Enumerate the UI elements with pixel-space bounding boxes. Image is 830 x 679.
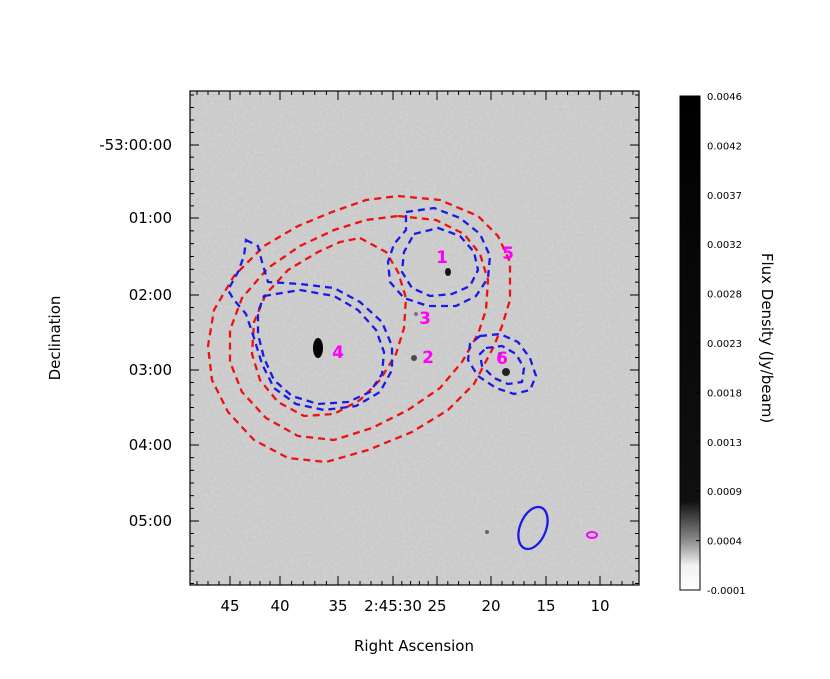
blue-contour-4-inner [256,288,386,406]
source-label-2: 2 [422,348,434,368]
y-axis-label: Declination [46,296,64,381]
colorbar-tick-label: 0.0032 [707,240,742,251]
source-label-3: 3 [419,309,431,329]
red-contour-inner [250,236,408,418]
magenta-beam-ellipse [586,531,598,539]
x-axis-label: Right Ascension [354,637,474,655]
source-blob-4 [313,338,323,358]
red-contour-middle [228,214,490,442]
y-tick-label: -53:00:00 [99,136,172,154]
source-blob-6b [498,352,502,356]
y-tick-label: 05:00 [129,512,172,530]
source-label-1: 1 [436,248,448,268]
x-tick-label: 20 [481,597,500,615]
y-tick-label: 04:00 [129,436,172,454]
x-tick-label: 10 [590,597,609,615]
blue-beam-ellipse [517,505,549,551]
source-label-5: 5 [502,244,514,264]
source-blob-2 [411,355,417,361]
y-tick-label: 02:00 [129,286,172,304]
x-tick-label: 45 [220,597,239,615]
colorbar-tick-label: 0.0013 [707,438,742,449]
x-tick-label: 40 [270,597,289,615]
colorbar-tick-label: 0.0037 [707,191,742,202]
source-label-6: 6 [496,349,508,369]
colorbar-label: Flux Density (Jy/beam) [758,253,776,423]
colorbar-tick-label: 0.0023 [707,339,742,350]
colorbar-tick-label: 0.0042 [707,141,742,152]
colorbar-tick-label: 0.0028 [707,290,742,301]
colorbar-tick-label: 0.0009 [707,487,742,498]
source-blob-1 [445,268,451,276]
colorbar-tick-label: -0.0001 [707,586,746,597]
plot-frame [189,90,640,586]
source-label-4: 4 [332,343,344,363]
colorbar-tick-label: 0.0018 [707,388,742,399]
source-blob-6a [502,368,510,376]
faint-blob [485,530,489,534]
colorbar-tick-label: 0.0004 [707,537,742,548]
y-tick-label: 01:00 [129,209,172,227]
x-tick-label: 35 [328,597,347,615]
x-tick-label: 2:45:30 [364,597,422,615]
image-noise [190,91,639,585]
blue-contour-6-outer [466,332,538,396]
blue-contour-1-outer [386,206,492,308]
x-tick-label: 15 [536,597,555,615]
colorbar-tick-label: 0.0046 [707,92,742,103]
blue-contour-4-outer [226,238,394,412]
source-blob-3 [414,312,418,316]
x-tick-label: 25 [427,597,446,615]
blue-contour-6-inner [478,344,526,386]
y-tick-label: 03:00 [129,361,172,379]
